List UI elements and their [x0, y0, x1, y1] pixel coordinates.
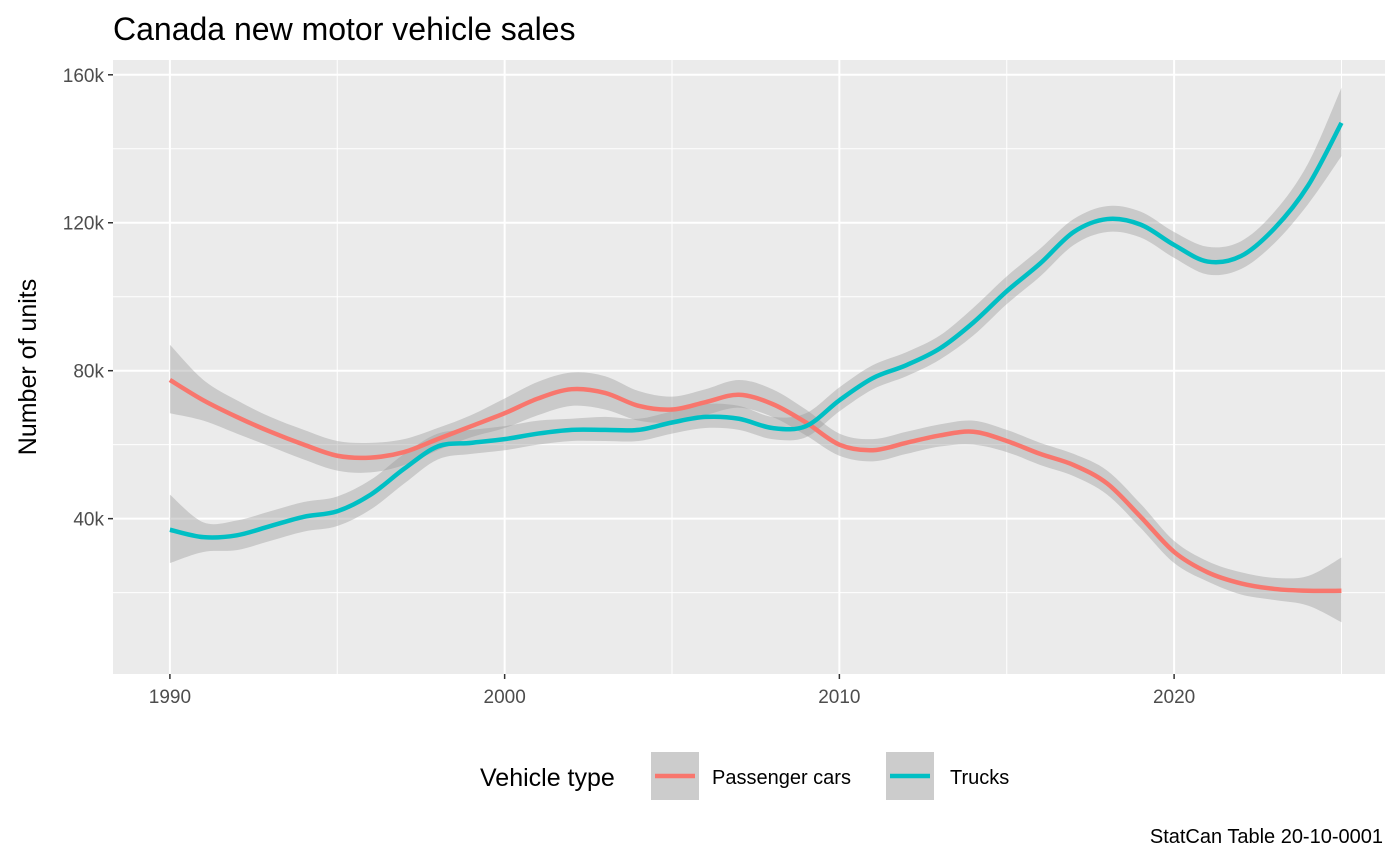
x-tick-label: 2000: [484, 687, 526, 708]
legend-item-passenger-cars: Passenger cars: [651, 752, 851, 800]
y-tick-label: 80k: [73, 362, 104, 383]
x-axis: 1990 2000 2010 2020: [149, 674, 1195, 708]
y-tick-label: 160k: [63, 66, 105, 87]
y-axis: 40k 80k 120k 160k: [63, 66, 113, 531]
y-tick-label: 40k: [73, 510, 104, 531]
legend-item-trucks: Trucks: [886, 752, 1009, 800]
x-tick-label: 1990: [149, 687, 191, 708]
legend-label: Trucks: [950, 767, 1009, 789]
series-lines: [168, 121, 1344, 594]
legend-label: Passenger cars: [712, 767, 851, 789]
x-tick-label: 2020: [1153, 687, 1195, 708]
minor-gridlines: [113, 60, 1385, 674]
chart-caption: StatCan Table 20-10-0001: [1150, 826, 1383, 848]
chart-title: Canada new motor vehicle sales: [113, 11, 575, 47]
plot-panel: [113, 60, 1385, 674]
y-axis-title: Number of units: [14, 279, 42, 455]
x-tick-label: 2010: [818, 687, 860, 708]
series-line-passenger-cars: [168, 378, 1342, 594]
legend-title: Vehicle type: [480, 764, 615, 792]
major-gridlines: [113, 60, 1385, 674]
series-line-trucks: [169, 121, 1344, 540]
legend: Vehicle type Passenger cars Trucks: [480, 752, 1009, 800]
y-tick-label: 120k: [63, 214, 105, 235]
